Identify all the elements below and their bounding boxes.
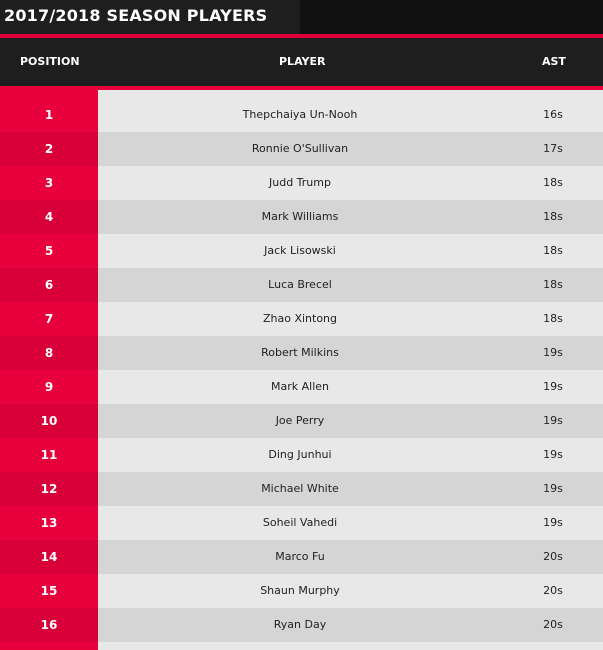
row-cells: Judd Trump 18s [98,166,603,200]
table-row: 12 Michael White 19s [0,472,603,506]
player-name: Thepchaiya Un-Nooh [242,108,358,121]
table-header: POSITION PLAYER AST [0,38,603,86]
position-cell: 15 [0,574,98,608]
player-name: Ryan Day [273,618,327,631]
position-cell: 9 [0,370,98,404]
table-row: 15 Shaun Murphy 20s [0,574,603,608]
ast-value: 18s [543,278,563,291]
page-title: 2017/2018 SEASON PLAYERS [4,6,268,25]
player-name: Judd Trump [269,176,331,189]
row-cells: Shaun Murphy 20s [98,574,603,608]
player-name: Robert Milkins [261,346,339,359]
ast-value: 18s [543,244,563,257]
divider [0,34,603,38]
player-name: Ding Junhui [268,448,332,461]
row-cells: Ding Junhui 19s [98,438,603,472]
player-name: Michael White [261,482,339,495]
row-cells: Thepchaiya Un-Nooh 16s [98,98,603,132]
ast-value: 19s [543,448,563,461]
position-cell: 10 [0,404,98,438]
table-row: 2 Ronnie O'Sullivan 17s [0,132,603,166]
table-row: 1 Thepchaiya Un-Nooh 16s [0,98,603,132]
table-row-partial [98,642,603,650]
ast-value: 17s [543,142,563,155]
row-cells: Soheil Vahedi 19s [98,506,603,540]
table-row: 9 Mark Allen 19s [0,370,603,404]
table-row: 7 Zhao Xintong 18s [0,302,603,336]
position-cell: 16 [0,608,98,642]
ast-value: 19s [543,414,563,427]
position-cell: 2 [0,132,98,166]
table-spacer [98,90,603,98]
column-header-ast: AST [542,55,566,68]
table-row: 6 Luca Brecel 18s [0,268,603,302]
ast-value: 16s [543,108,563,121]
divider [0,86,603,90]
player-name: Luca Brecel [268,278,332,291]
player-name: Ronnie O'Sullivan [251,142,349,155]
column-header-position: POSITION [20,55,80,68]
ast-value: 19s [543,516,563,529]
row-cells: Mark Allen 19s [98,370,603,404]
player-name: Joe Perry [275,414,325,427]
row-cells: Ronnie O'Sullivan 17s [98,132,603,166]
table-row: 5 Jack Lisowski 18s [0,234,603,268]
table-row: 16 Ryan Day 20s [0,608,603,642]
row-cells: Mark Williams 18s [98,200,603,234]
ast-value: 18s [543,312,563,325]
ast-value: 19s [543,380,563,393]
ast-value: 18s [543,176,563,189]
table-row: 11 Ding Junhui 19s [0,438,603,472]
player-name: Zhao Xintong [262,312,338,325]
ast-value: 20s [543,618,563,631]
ast-value: 19s [543,482,563,495]
table-row: 13 Soheil Vahedi 19s [0,506,603,540]
player-name: Shaun Murphy [260,584,340,597]
table-row: 10 Joe Perry 19s [0,404,603,438]
position-cell: 13 [0,506,98,540]
title-bar: 2017/2018 SEASON PLAYERS [0,0,603,34]
row-cells: Zhao Xintong 18s [98,302,603,336]
player-name: Mark Allen [271,380,329,393]
row-cells: Marco Fu 20s [98,540,603,574]
row-cells: Michael White 19s [98,472,603,506]
position-cell: 12 [0,472,98,506]
position-cell: 1 [0,98,98,132]
position-cell: 7 [0,302,98,336]
position-cell: 14 [0,540,98,574]
row-cells: Joe Perry 19s [98,404,603,438]
ast-value: 18s [543,210,563,223]
player-name: Mark Williams [261,210,339,223]
position-cell: 5 [0,234,98,268]
table-row: 4 Mark Williams 18s [0,200,603,234]
position-cell: 11 [0,438,98,472]
ast-value: 19s [543,346,563,359]
position-cell: 8 [0,336,98,370]
position-cell: 3 [0,166,98,200]
player-name: Soheil Vahedi [262,516,338,529]
column-header-player: PLAYER [279,55,326,68]
ast-value: 20s [543,584,563,597]
row-cells: Robert Milkins 19s [98,336,603,370]
row-cells: Ryan Day 20s [98,608,603,642]
ast-value: 20s [543,550,563,563]
table-row: 8 Robert Milkins 19s [0,336,603,370]
title-block: 2017/2018 SEASON PLAYERS [0,0,300,34]
player-name: Marco Fu [275,550,325,563]
table-row: 3 Judd Trump 18s [0,166,603,200]
position-cell: 4 [0,200,98,234]
row-cells: Jack Lisowski 18s [98,234,603,268]
player-name: Jack Lisowski [264,244,336,257]
table-row: 14 Marco Fu 20s [0,540,603,574]
row-cells: Luca Brecel 18s [98,268,603,302]
table-body: 1 Thepchaiya Un-Nooh 16s 2 Ronnie O'Sullivan… [0,98,603,642]
position-cell: 6 [0,268,98,302]
